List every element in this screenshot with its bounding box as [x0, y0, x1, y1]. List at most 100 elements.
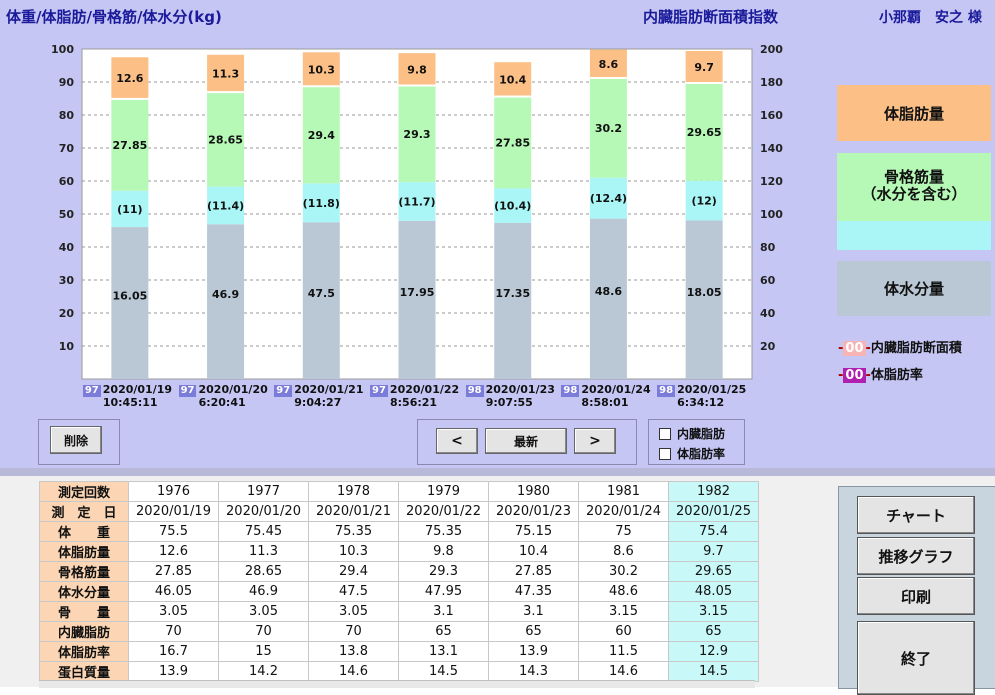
table-horizontal-scrollbar[interactable] [39, 680, 755, 688]
table-cell[interactable]: 15 [218, 641, 309, 662]
table-cell[interactable]: 75.15 [488, 521, 579, 542]
table-cell[interactable]: 3.1 [398, 601, 489, 622]
checkbox-square[interactable] [659, 427, 671, 440]
bar-segment [398, 220, 436, 379]
table-cell[interactable]: 1977 [218, 481, 309, 502]
table-cell[interactable]: 14.5 [398, 661, 489, 682]
table-cell[interactable]: 75.35 [398, 521, 489, 542]
table-cell[interactable]: 10.3 [308, 541, 399, 562]
table-cell[interactable]: 3.1 [488, 601, 579, 622]
bar-value-label: 29.65 [687, 126, 722, 139]
row-header: 体脂肪量 [39, 541, 129, 562]
table-cell[interactable]: 14.6 [578, 661, 669, 682]
table-cell[interactable]: 2020/01/21 [308, 501, 399, 522]
visceral-fat-checkbox[interactable]: 内臓脂肪 [659, 425, 725, 442]
bar-segment [685, 82, 723, 181]
body-fat-rate-checkbox[interactable]: 体脂肪率 [659, 445, 725, 462]
table-cell[interactable]: 1982 [668, 481, 759, 502]
print-button[interactable]: 印刷 [857, 577, 975, 615]
table-cell[interactable]: 3.15 [668, 601, 759, 622]
table-cell[interactable]: 8.6 [578, 541, 669, 562]
table-cell[interactable]: 2020/01/24 [578, 501, 669, 522]
table-cell[interactable]: 13.8 [308, 641, 399, 662]
exit-button[interactable]: 終了 [857, 621, 975, 695]
table-cell[interactable]: 46.05 [128, 581, 219, 602]
table-cell[interactable]: 1980 [488, 481, 579, 502]
bar-value-label: 10.3 [308, 63, 335, 76]
next-button[interactable]: > [574, 428, 616, 454]
table-cell[interactable]: 48.05 [668, 581, 759, 602]
bar-segment [207, 92, 245, 187]
table-cell[interactable]: 75.5 [128, 521, 219, 542]
table-cell[interactable]: 75.35 [308, 521, 399, 542]
checkbox-square[interactable] [659, 447, 671, 460]
table-cell[interactable]: 1976 [128, 481, 219, 502]
table-cell[interactable]: 2020/01/19 [128, 501, 219, 522]
table-cell[interactable]: 60 [578, 621, 669, 642]
legend-visceral-fat-area: -00 -内臓脂肪断面積 [838, 341, 962, 356]
table-cell[interactable]: 11.3 [218, 541, 309, 562]
legend-muscle-label: 骨格筋量 [883, 168, 944, 186]
table-cell[interactable]: 3.05 [308, 601, 399, 622]
table-cell[interactable]: 13.1 [398, 641, 489, 662]
table-cell[interactable]: 70 [308, 621, 399, 642]
table-cell[interactable]: 27.85 [488, 561, 579, 582]
measurement-chip: 97 [370, 385, 388, 397]
table-cell[interactable]: 65 [488, 621, 579, 642]
delete-button[interactable]: 削除 [50, 426, 102, 454]
table-cell[interactable]: 13.9 [488, 641, 579, 662]
latest-button[interactable]: 最新 [485, 428, 567, 454]
table-cell[interactable]: 46.9 [218, 581, 309, 602]
table-cell[interactable]: 29.3 [398, 561, 489, 582]
table-cell[interactable]: 2020/01/22 [398, 501, 489, 522]
table-cell[interactable]: 14.2 [218, 661, 309, 682]
table-cell[interactable]: 70 [218, 621, 309, 642]
table-cell[interactable]: 27.85 [128, 561, 219, 582]
table-cell[interactable]: 29.4 [308, 561, 399, 582]
y-right-tick-label: 40 [760, 307, 776, 320]
table-cell[interactable]: 16.7 [128, 641, 219, 662]
x-tick-time: 6:20:41 [198, 396, 246, 409]
table-cell[interactable]: 3.05 [218, 601, 309, 622]
table-cell[interactable]: 1981 [578, 481, 669, 502]
table-cell[interactable]: 3.15 [578, 601, 669, 622]
table-cell[interactable]: 29.65 [668, 561, 759, 582]
table-cell[interactable]: 9.8 [398, 541, 489, 562]
table-cell[interactable]: 47.5 [308, 581, 399, 602]
chart-button[interactable]: チャート [857, 496, 975, 534]
table-cell[interactable]: 11.5 [578, 641, 669, 662]
y-left-tick-label: 40 [59, 241, 75, 254]
bar-segment [398, 53, 436, 86]
user-name: 小那覇 安之 様 [879, 10, 982, 26]
trend-graph-button[interactable]: 推移グラフ [857, 537, 975, 575]
table-cell[interactable]: 75 [578, 521, 669, 542]
table-cell[interactable]: 75.4 [668, 521, 759, 542]
table-cell[interactable]: 13.9 [128, 661, 219, 682]
prev-button[interactable]: < [436, 428, 478, 454]
table-cell[interactable]: 47.35 [488, 581, 579, 602]
table-cell[interactable]: 12.6 [128, 541, 219, 562]
table-cell[interactable]: 30.2 [578, 561, 669, 582]
table-cell[interactable]: 65 [668, 621, 759, 642]
table-cell[interactable]: 1979 [398, 481, 489, 502]
table-cell[interactable]: 14.5 [668, 661, 759, 682]
table-cell[interactable]: 3.05 [128, 601, 219, 622]
table-cell[interactable]: 47.95 [398, 581, 489, 602]
x-tick-label: 97 2020/01/20 6:20:41 [178, 384, 269, 409]
table-cell[interactable]: 65 [398, 621, 489, 642]
bar-value-label: 30.2 [595, 122, 622, 135]
table-cell[interactable]: 48.6 [578, 581, 669, 602]
table-cell[interactable]: 28.65 [218, 561, 309, 582]
table-cell[interactable]: 10.4 [488, 541, 579, 562]
row-header: 測 定 日 [39, 501, 129, 522]
table-cell[interactable]: 12.9 [668, 641, 759, 662]
table-cell[interactable]: 2020/01/20 [218, 501, 309, 522]
table-cell[interactable]: 70 [128, 621, 219, 642]
table-cell[interactable]: 2020/01/25 [668, 501, 759, 522]
table-cell[interactable]: 14.6 [308, 661, 399, 682]
table-cell[interactable]: 75.45 [218, 521, 309, 542]
table-cell[interactable]: 14.3 [488, 661, 579, 682]
table-cell[interactable]: 1978 [308, 481, 399, 502]
table-cell[interactable]: 2020/01/23 [488, 501, 579, 522]
table-cell[interactable]: 9.7 [668, 541, 759, 562]
